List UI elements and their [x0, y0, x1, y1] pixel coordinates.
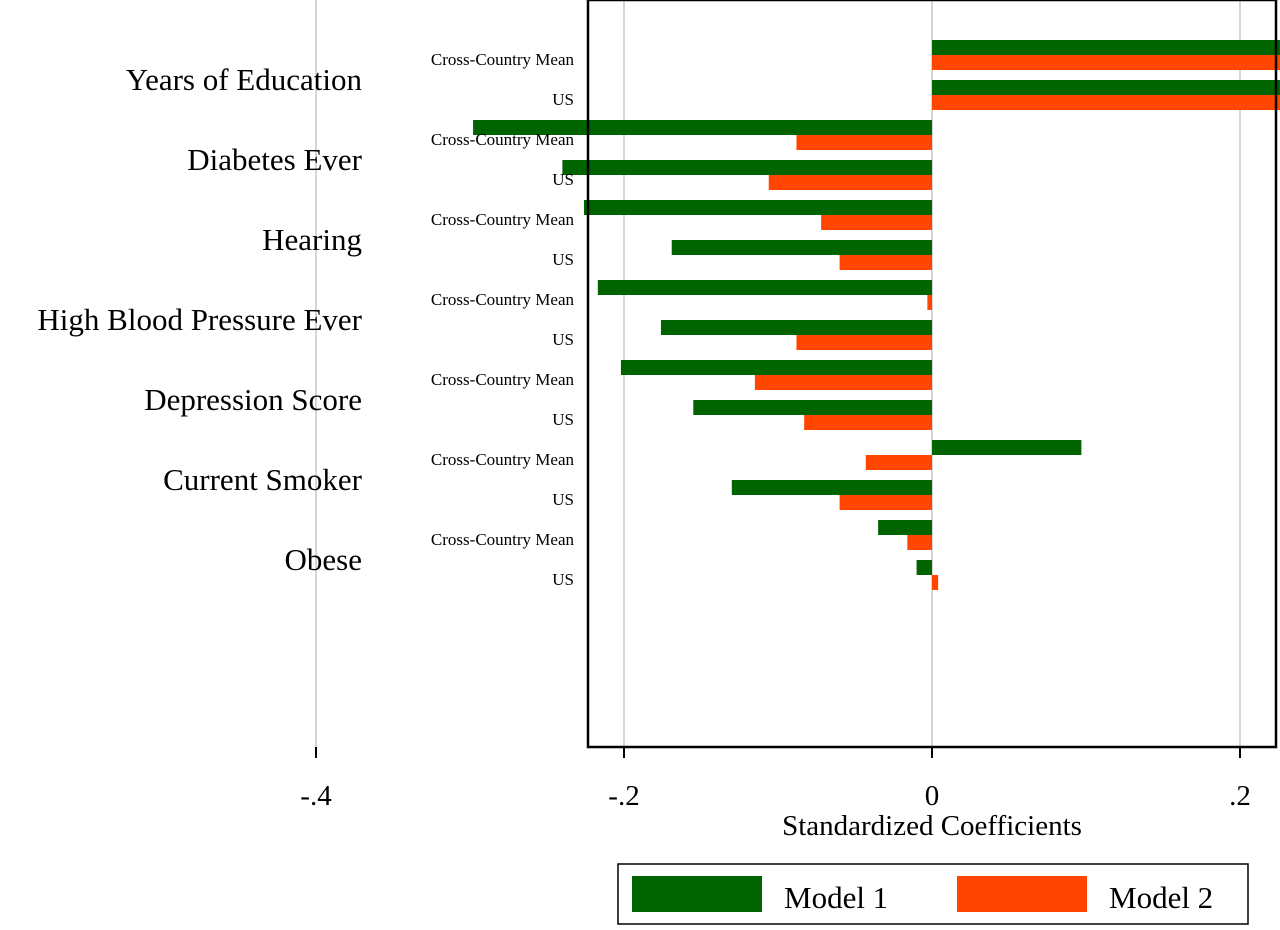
bar-model-2-obese-us: [932, 575, 939, 590]
bar-model-2-obese-cross-country-mean: [907, 535, 932, 550]
row-label: Cross-Country Mean: [431, 130, 575, 149]
bar-model-1-obese-us: [916, 560, 932, 575]
row-label: US: [552, 330, 574, 349]
row-label: Cross-Country Mean: [431, 450, 575, 469]
bar-model-1-hearing-cross-country-mean: [583, 200, 932, 215]
row-label: US: [552, 250, 574, 269]
bar-model-1-years-of-education-us: [932, 80, 1280, 95]
group-label-diabetes-ever: Diabetes Ever: [187, 142, 362, 177]
row-label: US: [552, 170, 574, 189]
bar-model-2-depression-score-cross-country-mean: [754, 375, 932, 390]
bar-model-1-years-of-education-cross-country-mean: [932, 40, 1280, 55]
bar-model-2-current-smoker-cross-country-mean: [865, 455, 932, 470]
category-labels: Years of Education Cross-Country Mean US Di…: [37, 50, 574, 589]
group-label-obese: Obese: [285, 542, 362, 577]
row-label: US: [552, 570, 574, 589]
row-label: Cross-Country Mean: [431, 50, 575, 69]
x-axis-ticks: -.4-.20.2.4: [300, 747, 1251, 812]
row-label: Cross-Country Mean: [431, 370, 575, 389]
bar-model-1-high-blood-pressure-ever-cross-country-mean: [597, 280, 932, 295]
row-label: Cross-Country Mean: [431, 530, 575, 549]
legend-swatch-model-1: [632, 876, 762, 912]
bar-model-1-high-blood-pressure-ever-us: [660, 320, 932, 335]
group-label-depression-score: Depression Score: [144, 382, 362, 417]
row-label: US: [552, 490, 574, 509]
bar-model-2-high-blood-pressure-ever-us: [796, 335, 932, 350]
group-label-hearing: Hearing: [262, 222, 362, 257]
x-axis-title: Standardized Coefficients: [782, 810, 1082, 842]
x-tick-label: -.2: [608, 780, 639, 812]
bar-model-1-depression-score-cross-country-mean: [620, 360, 932, 375]
bar-model-2-diabetes-ever-us: [768, 175, 932, 190]
bar-model-2-depression-score-us: [804, 415, 932, 430]
row-label: Cross-Country Mean: [431, 290, 575, 309]
bars: [473, 40, 1280, 590]
bar-model-2-hearing-us: [839, 255, 932, 270]
bar-model-1-diabetes-ever-us: [562, 160, 932, 175]
row-label: US: [552, 410, 574, 429]
legend-label-model-1: Model 1: [784, 880, 888, 915]
bar-model-2-high-blood-pressure-ever-cross-country-mean: [927, 295, 932, 310]
bar-model-1-obese-cross-country-mean: [878, 520, 932, 535]
bar-model-1-current-smoker-us: [731, 480, 932, 495]
group-label-high-blood-pressure-ever: High Blood Pressure Ever: [37, 302, 362, 337]
bar-model-2-diabetes-ever-cross-country-mean: [796, 135, 932, 150]
row-label: US: [552, 90, 574, 109]
group-label-years-of-education: Years of Education: [126, 62, 363, 97]
x-tick-label: -.4: [300, 780, 332, 812]
bar-model-2-hearing-cross-country-mean: [821, 215, 932, 230]
x-tick-label: 0: [925, 780, 940, 812]
bar-model-1-depression-score-us: [693, 400, 932, 415]
legend: Model 1 Model 2: [617, 863, 1249, 925]
x-tick-label: .2: [1229, 780, 1251, 812]
group-label-current-smoker: Current Smoker: [163, 462, 363, 497]
bar-model-2-years-of-education-us: [932, 95, 1280, 110]
legend-label-model-2: Model 2: [1109, 880, 1213, 915]
bar-model-1-hearing-us: [671, 240, 932, 255]
bar-model-1-current-smoker-cross-country-mean: [932, 440, 1082, 455]
bar-model-2-years-of-education-cross-country-mean: [932, 55, 1280, 70]
legend-swatch-model-2: [957, 876, 1087, 912]
row-label: Cross-Country Mean: [431, 210, 575, 229]
bar-model-2-current-smoker-us: [839, 495, 932, 510]
